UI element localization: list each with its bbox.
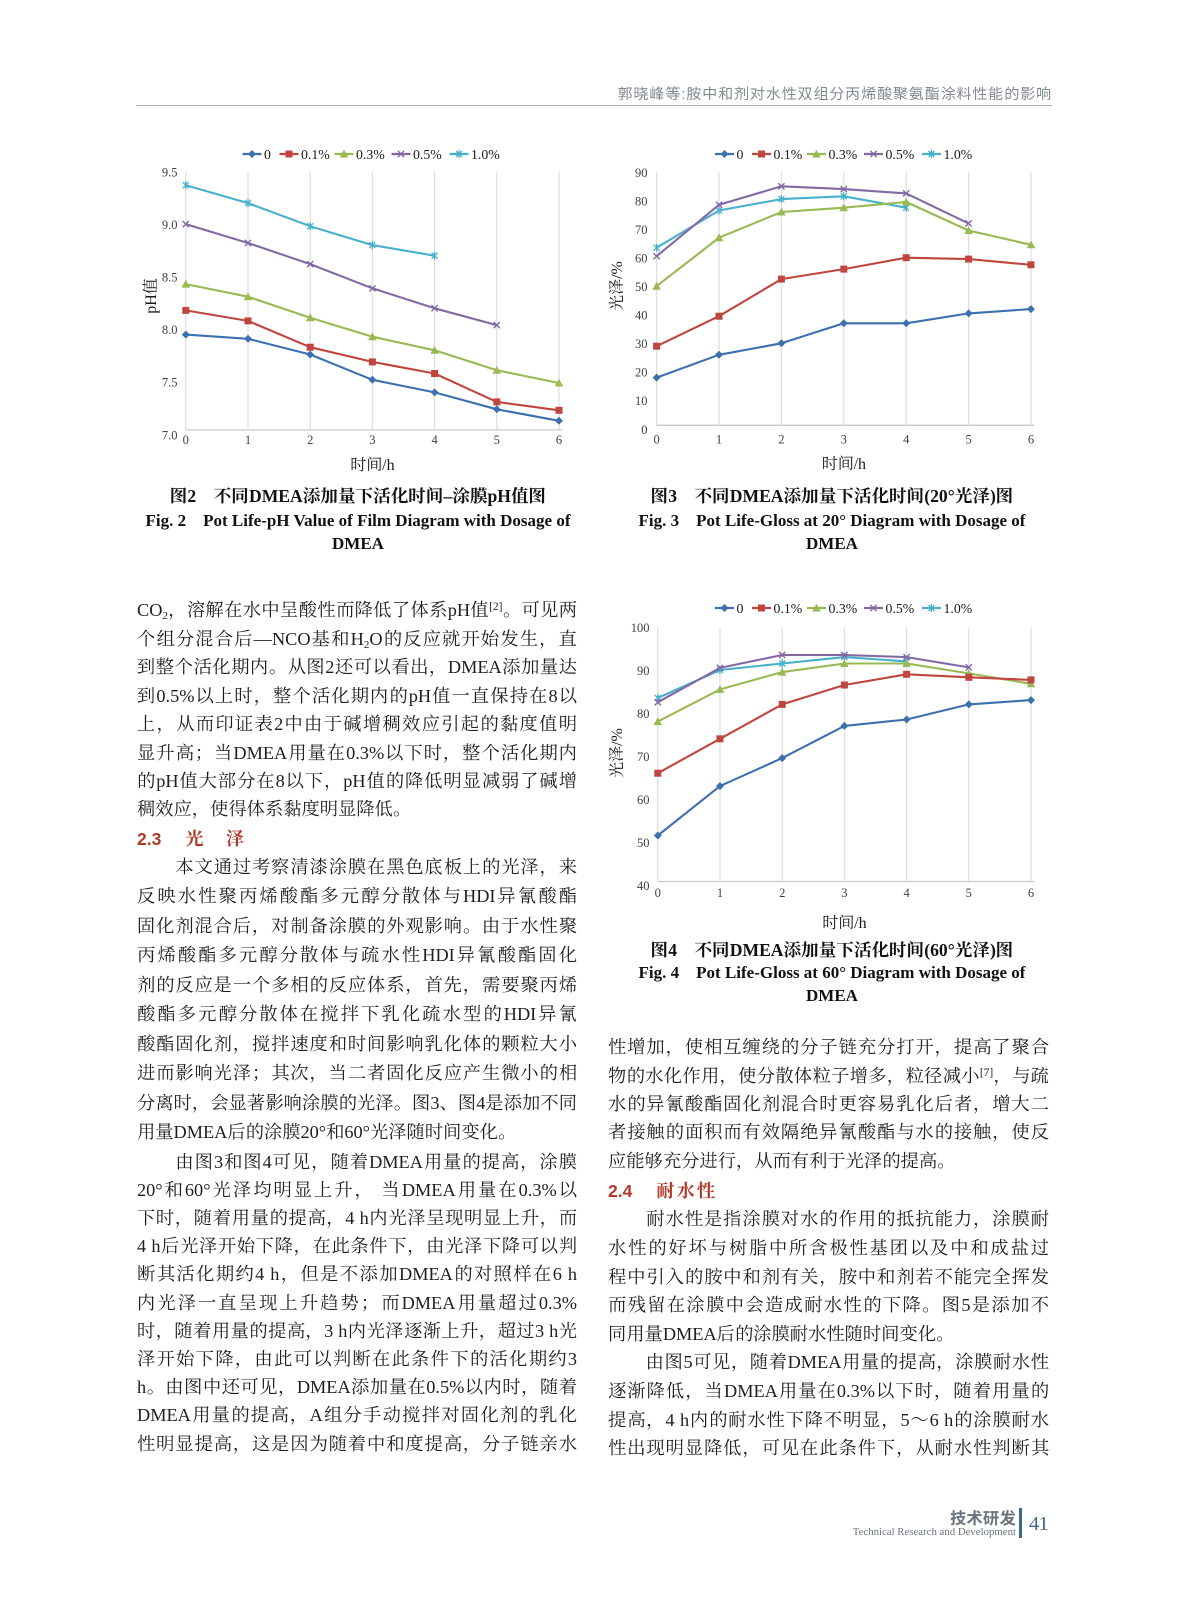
svg-text:90: 90 [637, 664, 650, 678]
svg-text:8.5: 8.5 [162, 271, 178, 285]
svg-text:2: 2 [307, 433, 313, 447]
svg-text:光泽/%: 光泽/% [608, 728, 626, 778]
svg-text:0: 0 [737, 147, 744, 162]
svg-text:时间/h: 时间/h [350, 456, 394, 474]
svg-text:4: 4 [431, 433, 438, 447]
svg-text:0.5%: 0.5% [886, 601, 915, 616]
svg-text:90: 90 [635, 166, 648, 180]
svg-text:3: 3 [369, 433, 375, 447]
svg-text:1: 1 [717, 886, 723, 900]
svg-text:0.1%: 0.1% [774, 601, 803, 616]
svg-text:6: 6 [1028, 886, 1034, 900]
svg-text:0: 0 [641, 423, 647, 437]
svg-text:40: 40 [637, 879, 650, 893]
svg-text:70: 70 [635, 223, 648, 237]
svg-text:6: 6 [1028, 433, 1034, 447]
svg-text:100: 100 [631, 621, 650, 635]
svg-text:8.0: 8.0 [162, 323, 178, 337]
svg-text:60: 60 [637, 793, 650, 807]
svg-text:9.5: 9.5 [162, 165, 178, 179]
svg-text:光泽/%: 光泽/% [608, 261, 626, 311]
svg-text:1.0%: 1.0% [471, 147, 500, 162]
svg-text:0: 0 [183, 433, 189, 447]
svg-text:时间/h: 时间/h [822, 455, 866, 473]
svg-text:0.5%: 0.5% [886, 147, 915, 162]
svg-text:9.0: 9.0 [162, 218, 178, 232]
svg-text:4: 4 [903, 886, 910, 900]
svg-text:70: 70 [637, 750, 650, 764]
svg-text:0.3%: 0.3% [829, 601, 858, 616]
svg-text:30: 30 [635, 337, 648, 351]
svg-text:6: 6 [556, 433, 562, 447]
svg-text:80: 80 [635, 194, 648, 208]
svg-text:pH值: pH值 [142, 277, 160, 314]
svg-text:1.0%: 1.0% [944, 147, 973, 162]
svg-text:40: 40 [635, 309, 648, 323]
svg-text:3: 3 [841, 433, 847, 447]
svg-text:5: 5 [966, 886, 972, 900]
svg-text:5: 5 [965, 433, 971, 447]
svg-text:0.1%: 0.1% [301, 147, 330, 162]
svg-text:0.1%: 0.1% [774, 147, 803, 162]
svg-text:0.5%: 0.5% [413, 147, 442, 162]
svg-text:2: 2 [779, 886, 785, 900]
svg-text:50: 50 [635, 280, 648, 294]
svg-text:0.3%: 0.3% [356, 147, 385, 162]
svg-text:10: 10 [635, 394, 648, 408]
svg-text:时间/h: 时间/h [822, 914, 866, 932]
svg-text:60: 60 [635, 252, 648, 266]
svg-text:3: 3 [841, 886, 847, 900]
svg-text:4: 4 [903, 433, 910, 447]
svg-text:2: 2 [778, 433, 784, 447]
svg-text:1.0%: 1.0% [944, 601, 973, 616]
svg-text:80: 80 [637, 707, 650, 721]
svg-text:7.0: 7.0 [162, 428, 178, 442]
svg-text:0: 0 [264, 147, 271, 162]
svg-text:0: 0 [737, 601, 744, 616]
svg-text:1: 1 [716, 433, 722, 447]
svg-text:0: 0 [655, 886, 661, 900]
svg-text:1: 1 [245, 433, 251, 447]
svg-text:20: 20 [635, 366, 648, 380]
svg-text:0.3%: 0.3% [829, 147, 858, 162]
svg-text:0: 0 [653, 433, 659, 447]
svg-text:50: 50 [637, 836, 650, 850]
svg-text:5: 5 [494, 433, 500, 447]
svg-text:7.5: 7.5 [162, 376, 178, 390]
